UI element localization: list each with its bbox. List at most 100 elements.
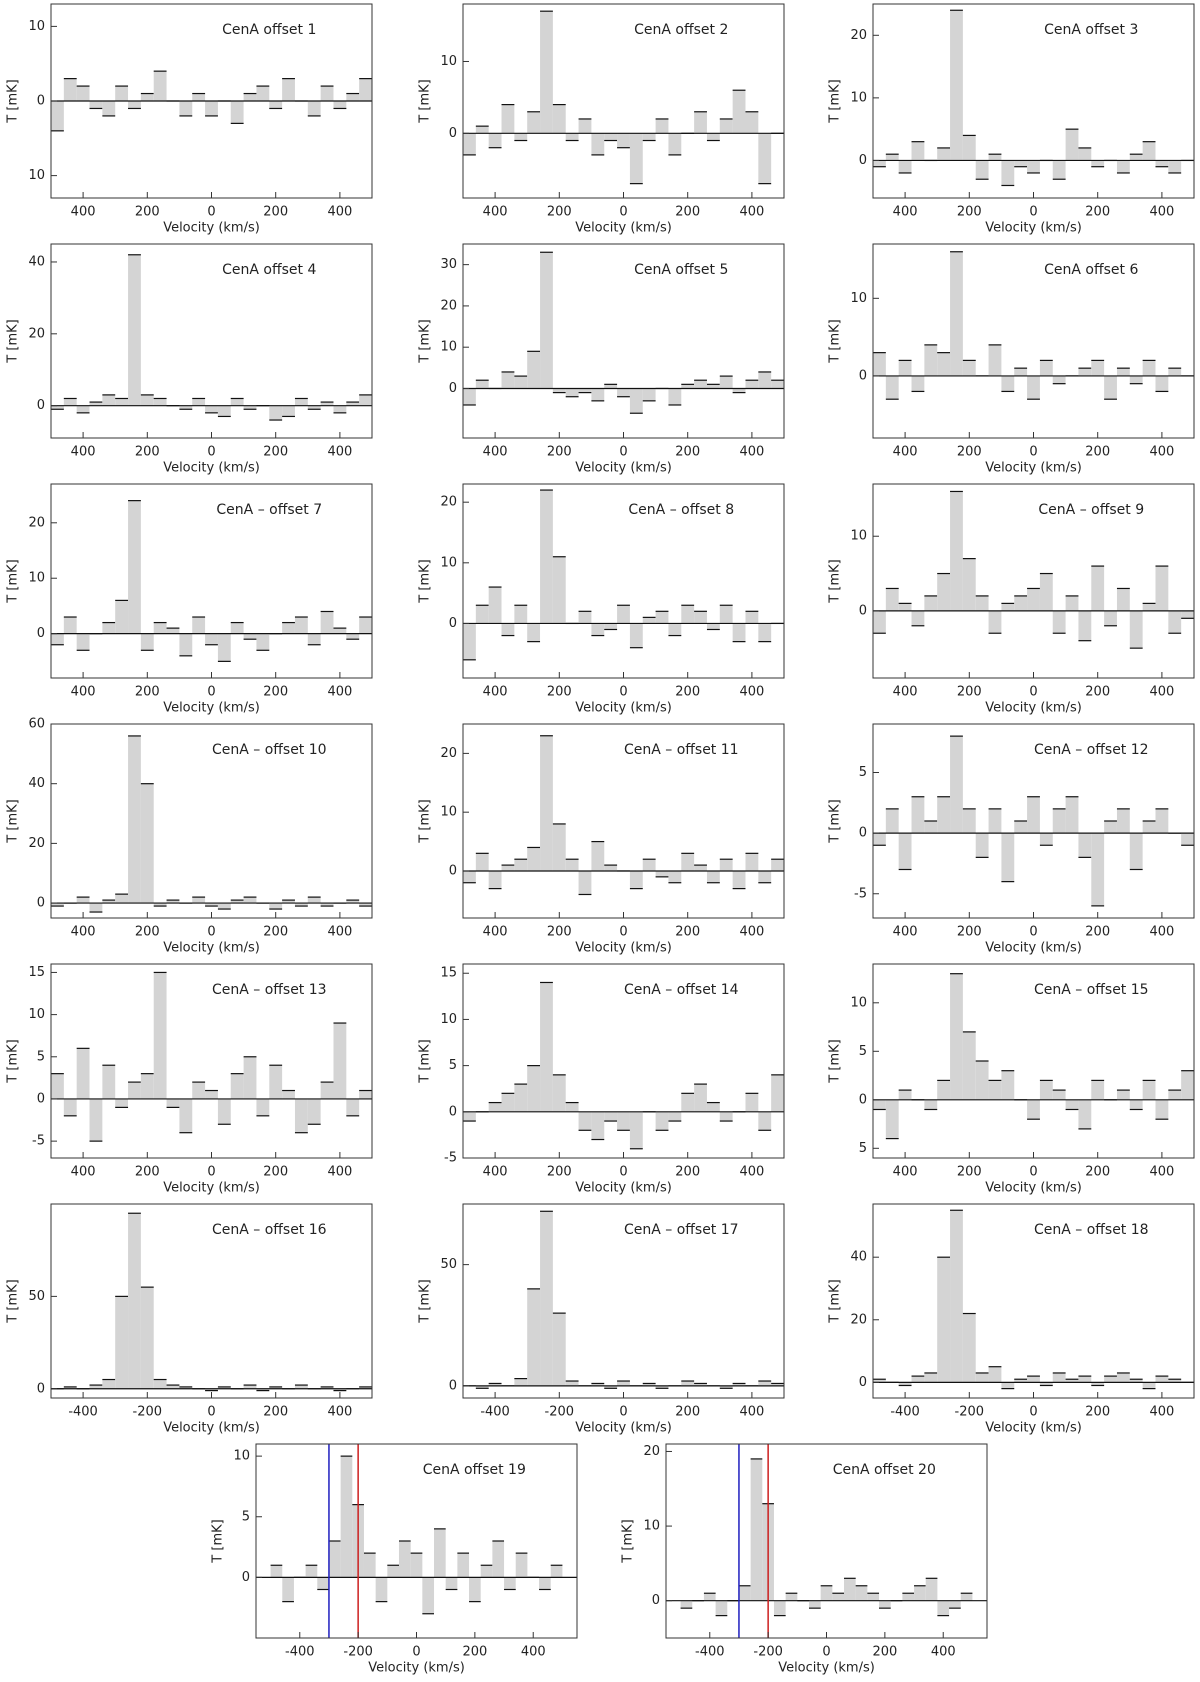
- spectrum-bin: [205, 1090, 218, 1099]
- spectrum-bin: [488, 1102, 502, 1112]
- spectrum-bin: [205, 903, 218, 907]
- spectrum-bin: [51, 903, 64, 907]
- spectrum-bin: [294, 1098, 308, 1133]
- spectrum-bin: [617, 388, 630, 397]
- spectrum-bin: [629, 133, 643, 184]
- spectrum-bin: [317, 1577, 329, 1590]
- spectrum-bin: [565, 388, 579, 397]
- spectrum-bin: [1039, 1382, 1053, 1386]
- x-axis-label: Velocity (km/s): [163, 461, 260, 476]
- spectrum-bin: [937, 796, 951, 834]
- x-tick-label: 200: [957, 205, 982, 220]
- spectrum-bin: [873, 352, 886, 376]
- spectrum-bin: [205, 1388, 218, 1391]
- spectrum-bin: [604, 384, 618, 389]
- spectrum-bin: [115, 894, 129, 904]
- x-tick-label: 200: [135, 205, 160, 220]
- spectrum-bin: [914, 1585, 926, 1601]
- spectrum-bin: [898, 603, 912, 611]
- spectrum-bin: [269, 1386, 283, 1389]
- spectrum-bin: [166, 1385, 180, 1389]
- spectrum-bin: [1104, 610, 1117, 626]
- x-tick-label: 200: [957, 445, 982, 460]
- spectrum-bin: [681, 853, 695, 871]
- y-tick-label: 5: [859, 1044, 867, 1059]
- x-tick-label: 400: [327, 1405, 352, 1420]
- spectrum-bin: [604, 133, 618, 141]
- spectrum-bin: [873, 160, 886, 167]
- x-tick-label: 200: [1085, 925, 1110, 940]
- spectrum-bin: [128, 254, 141, 406]
- spectrum-bin: [552, 104, 566, 134]
- spectrum-bin: [230, 900, 244, 904]
- panel-title: CenA offset 6: [1044, 262, 1138, 278]
- spectrum-bin: [937, 1257, 951, 1383]
- spectrum-bin: [282, 900, 295, 904]
- spectrum-bin: [140, 1073, 154, 1099]
- y-tick-label: -5: [32, 1134, 45, 1149]
- spectrum-bin: [166, 628, 180, 634]
- spectrum-bin: [975, 595, 989, 611]
- spectrum-bin: [578, 870, 592, 895]
- spectrum-bin: [937, 1600, 950, 1616]
- spectrum-bin: [988, 808, 1002, 834]
- y-tick-label: 0: [449, 126, 457, 141]
- y-tick-label: -5: [444, 1151, 457, 1166]
- spectrum-bin: [617, 605, 630, 624]
- spectrum-bin: [359, 1090, 372, 1099]
- spectrum-bin: [1091, 1080, 1105, 1100]
- x-tick-label: 0: [619, 205, 627, 220]
- spectrum-bin: [988, 344, 1002, 376]
- spectrum-bin: [230, 101, 244, 124]
- spectrum-bin: [514, 1084, 528, 1112]
- x-tick-label: 200: [547, 685, 572, 700]
- spectrum-bin: [463, 133, 476, 155]
- spectrum-bin: [642, 617, 656, 624]
- spectrum-bin: [962, 1031, 976, 1100]
- plot-frame: [462, 243, 785, 439]
- spectrum-bin: [937, 352, 951, 376]
- spectrum-bin: [320, 1082, 334, 1099]
- spectrum-bin: [89, 1098, 103, 1142]
- spectrum-bin: [140, 93, 154, 101]
- x-axis-label: Velocity (km/s): [163, 701, 260, 716]
- spectrum-bin: [1039, 360, 1053, 376]
- spectrum-bin: [469, 1577, 481, 1602]
- spectrum-bin: [1116, 808, 1130, 834]
- spectrum-bin: [668, 623, 682, 636]
- spectrum-bin: [1116, 160, 1130, 173]
- spectrum-bin: [706, 133, 720, 141]
- x-tick-label: 400: [893, 685, 918, 700]
- spectrum-bin: [867, 1593, 880, 1601]
- spectrum-bin: [578, 388, 592, 393]
- spectrum-bin: [51, 633, 64, 645]
- spectrum-bin: [217, 633, 231, 662]
- y-tick-label: 10: [233, 1449, 250, 1464]
- spectrum-bin: [604, 623, 618, 630]
- x-tick-label: 0: [822, 1645, 830, 1660]
- spectrum-bin: [307, 633, 321, 645]
- x-tick-label: 200: [135, 1165, 160, 1180]
- y-tick-label: 10: [28, 571, 45, 586]
- spectrum-bin: [642, 859, 656, 871]
- panel-title: CenA – offset 11: [624, 742, 739, 758]
- spectrum-bin: [750, 1458, 763, 1601]
- spectrum-bin: [102, 1065, 116, 1099]
- spectrum-bin: [515, 1553, 528, 1578]
- spectrum-bin: [578, 611, 592, 624]
- spectrum-bin: [1168, 610, 1182, 634]
- y-tick-label: 0: [859, 153, 867, 168]
- spectrum-bin: [694, 1383, 707, 1386]
- spectrum-bin: [552, 556, 566, 624]
- spectrum-bin: [820, 1585, 833, 1601]
- x-tick-label: 0: [207, 205, 215, 220]
- spectrum-bin: [153, 398, 167, 406]
- spectrum-bin: [604, 1385, 618, 1389]
- x-tick-label: 200: [675, 445, 700, 460]
- spectrum-bin: [89, 903, 103, 913]
- spectrum-bin: [911, 796, 925, 834]
- spectrum-bin: [340, 1456, 353, 1578]
- spectrum-bin: [514, 133, 528, 141]
- spectrum-bin: [115, 1098, 129, 1108]
- spectrum-bin: [1181, 833, 1194, 846]
